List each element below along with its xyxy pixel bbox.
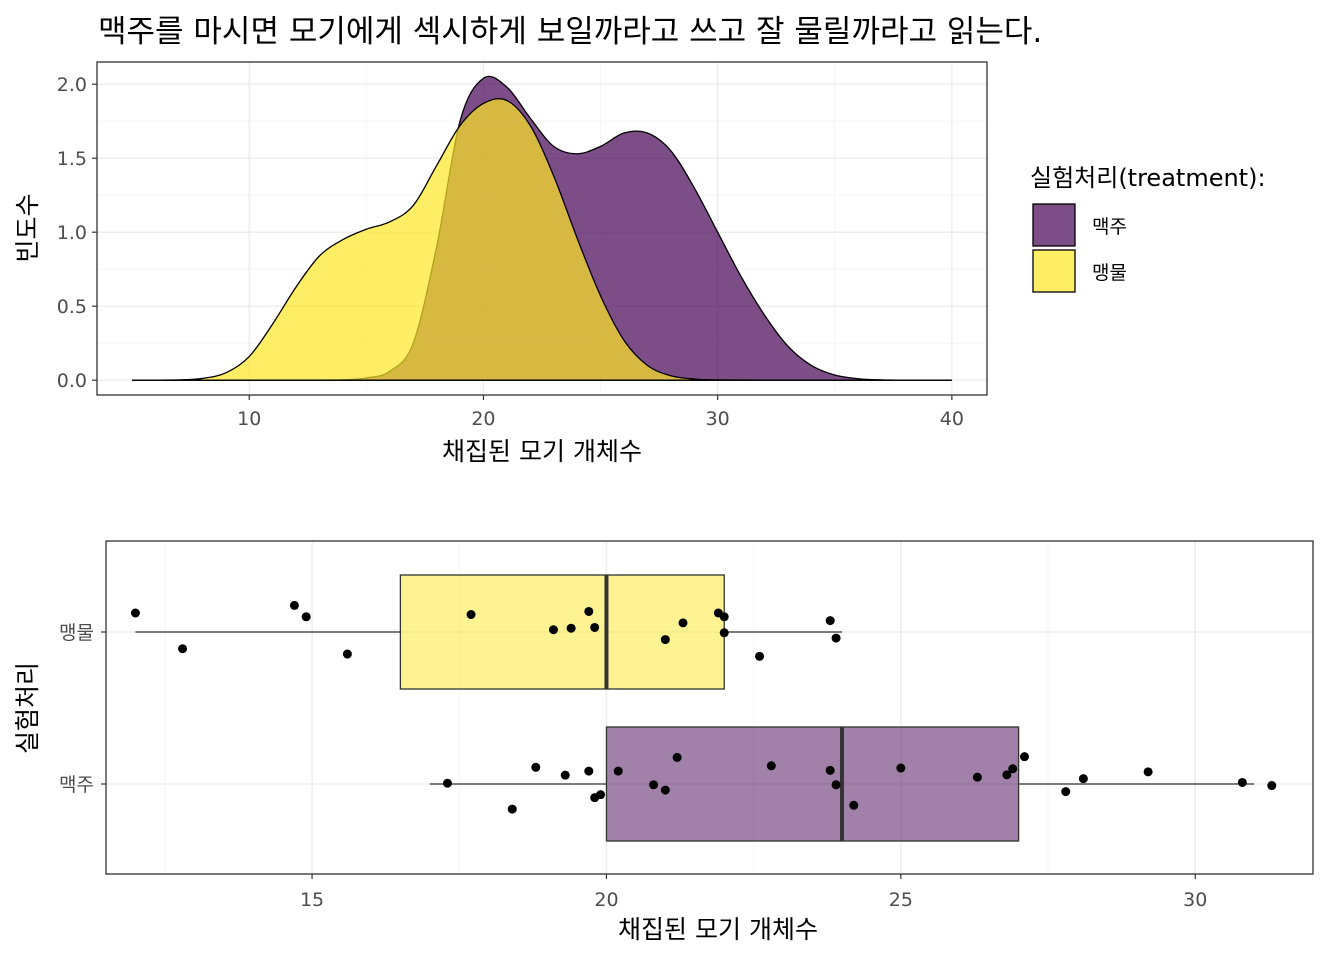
jitter-point-beer: [849, 800, 859, 810]
jitter-point-water: [719, 628, 729, 638]
box-x-tick-label: 20: [594, 889, 618, 911]
jitter-point-beer: [1008, 764, 1018, 774]
box-x-tick-label: 30: [1183, 889, 1207, 911]
legend-key-water: [1032, 249, 1076, 293]
density-x-tick-label: 10: [237, 408, 261, 430]
page-title: 맥주를 마시면 모기에게 섹시하게 보일까라고 쓰고 잘 물릴까라고 읽는다.: [98, 14, 1042, 50]
box-y-tick-label: 맥주: [59, 774, 94, 796]
jitter-point-water: [130, 608, 140, 618]
jitter-point-water: [825, 616, 835, 626]
jitter-point-water: [660, 635, 670, 645]
jitter-point-water: [831, 633, 841, 643]
density-x-axis-title: 채집된 모기 개체수: [442, 437, 642, 466]
box-plot: 15 20 25 30 맥주 맹물 채집된 모기 개체수 실험처리: [13, 540, 1314, 944]
density-plot: 10 20 30 40 0.0 0.5 1.0 1.5 2.0 채집된 모기 개체수 빈도수: [13, 61, 988, 466]
jitter-point-beer: [442, 778, 452, 788]
box-y-tick-label: 맹물: [59, 622, 94, 644]
jitter-point-beer: [613, 766, 623, 776]
jitter-point-beer: [584, 766, 594, 776]
jitter-point-beer: [1002, 770, 1012, 780]
jitter-point-water: [678, 618, 688, 628]
jitter-point-beer: [672, 752, 682, 762]
density-axis-ticks: 10 20 30 40 0.0 0.5 1.0 1.5 2.0: [57, 74, 964, 430]
jitter-point-beer: [1267, 781, 1277, 791]
density-areas: [132, 75, 952, 381]
density-x-tick-label: 40: [940, 408, 964, 430]
jitter-point-beer: [896, 763, 906, 773]
box-axis-ticks: 15 20 25 30 맥주 맹물: [59, 622, 1207, 911]
jitter-point-beer: [660, 785, 670, 795]
box-y-axis-title: 실험처리: [13, 662, 42, 754]
legend-key-beer: [1032, 203, 1076, 247]
density-area-water: [132, 98, 952, 381]
box-x-tick-label: 25: [889, 889, 913, 911]
density-panel-border: [96, 61, 988, 396]
jitter-point-beer: [972, 772, 982, 782]
box-x-tick-label: 15: [300, 889, 324, 911]
box-jitter-points: [130, 600, 1277, 814]
jitter-point-water: [342, 649, 352, 659]
density-y-tick-label: 1.0: [57, 222, 87, 244]
jitter-point-water: [178, 644, 188, 654]
jitter-point-beer: [531, 762, 541, 772]
jitter-point-water: [301, 612, 311, 622]
jitter-point-water: [548, 625, 558, 635]
box-water: [399, 574, 725, 690]
jitter-point-beer: [596, 790, 606, 800]
jitter-point-water: [719, 612, 729, 622]
jitter-point-beer: [1237, 777, 1247, 787]
jitter-point-water: [566, 623, 576, 633]
density-x-tick-label: 30: [706, 408, 730, 430]
jitter-point-beer: [507, 804, 517, 814]
box-beer: [605, 726, 1020, 842]
jitter-point-beer: [1143, 767, 1153, 777]
box-x-axis-title: 채집된 모기 개체수: [618, 915, 818, 944]
box-elements: [135, 574, 1255, 842]
box-panel-border: [105, 540, 1314, 875]
jitter-point-water: [584, 606, 594, 616]
legend-label-beer: 맥주: [1092, 216, 1127, 238]
density-y-tick-label: 0.5: [57, 296, 87, 318]
jitter-point-beer: [831, 780, 841, 790]
jitter-point-water: [289, 600, 299, 610]
jitter-point-beer: [560, 770, 570, 780]
jitter-point-water: [755, 651, 765, 661]
jitter-point-beer: [1078, 774, 1088, 784]
density-y-tick-label: 2.0: [57, 74, 87, 96]
jitter-point-beer: [766, 761, 776, 771]
jitter-point-beer: [825, 765, 835, 775]
legend-label-water: 맹물: [1092, 262, 1127, 284]
jitter-point-water: [466, 610, 476, 620]
jitter-point-beer: [1019, 752, 1029, 762]
jitter-point-beer: [649, 780, 659, 790]
density-x-tick-label: 20: [471, 408, 495, 430]
jitter-point-water: [590, 622, 600, 632]
legend-title: 실험처리(treatment):: [1030, 164, 1266, 192]
density-y-axis-title: 빈도수: [13, 193, 42, 262]
density-y-tick-label: 0.0: [57, 370, 87, 392]
density-y-tick-label: 1.5: [57, 148, 87, 170]
jitter-point-beer: [1061, 787, 1071, 797]
